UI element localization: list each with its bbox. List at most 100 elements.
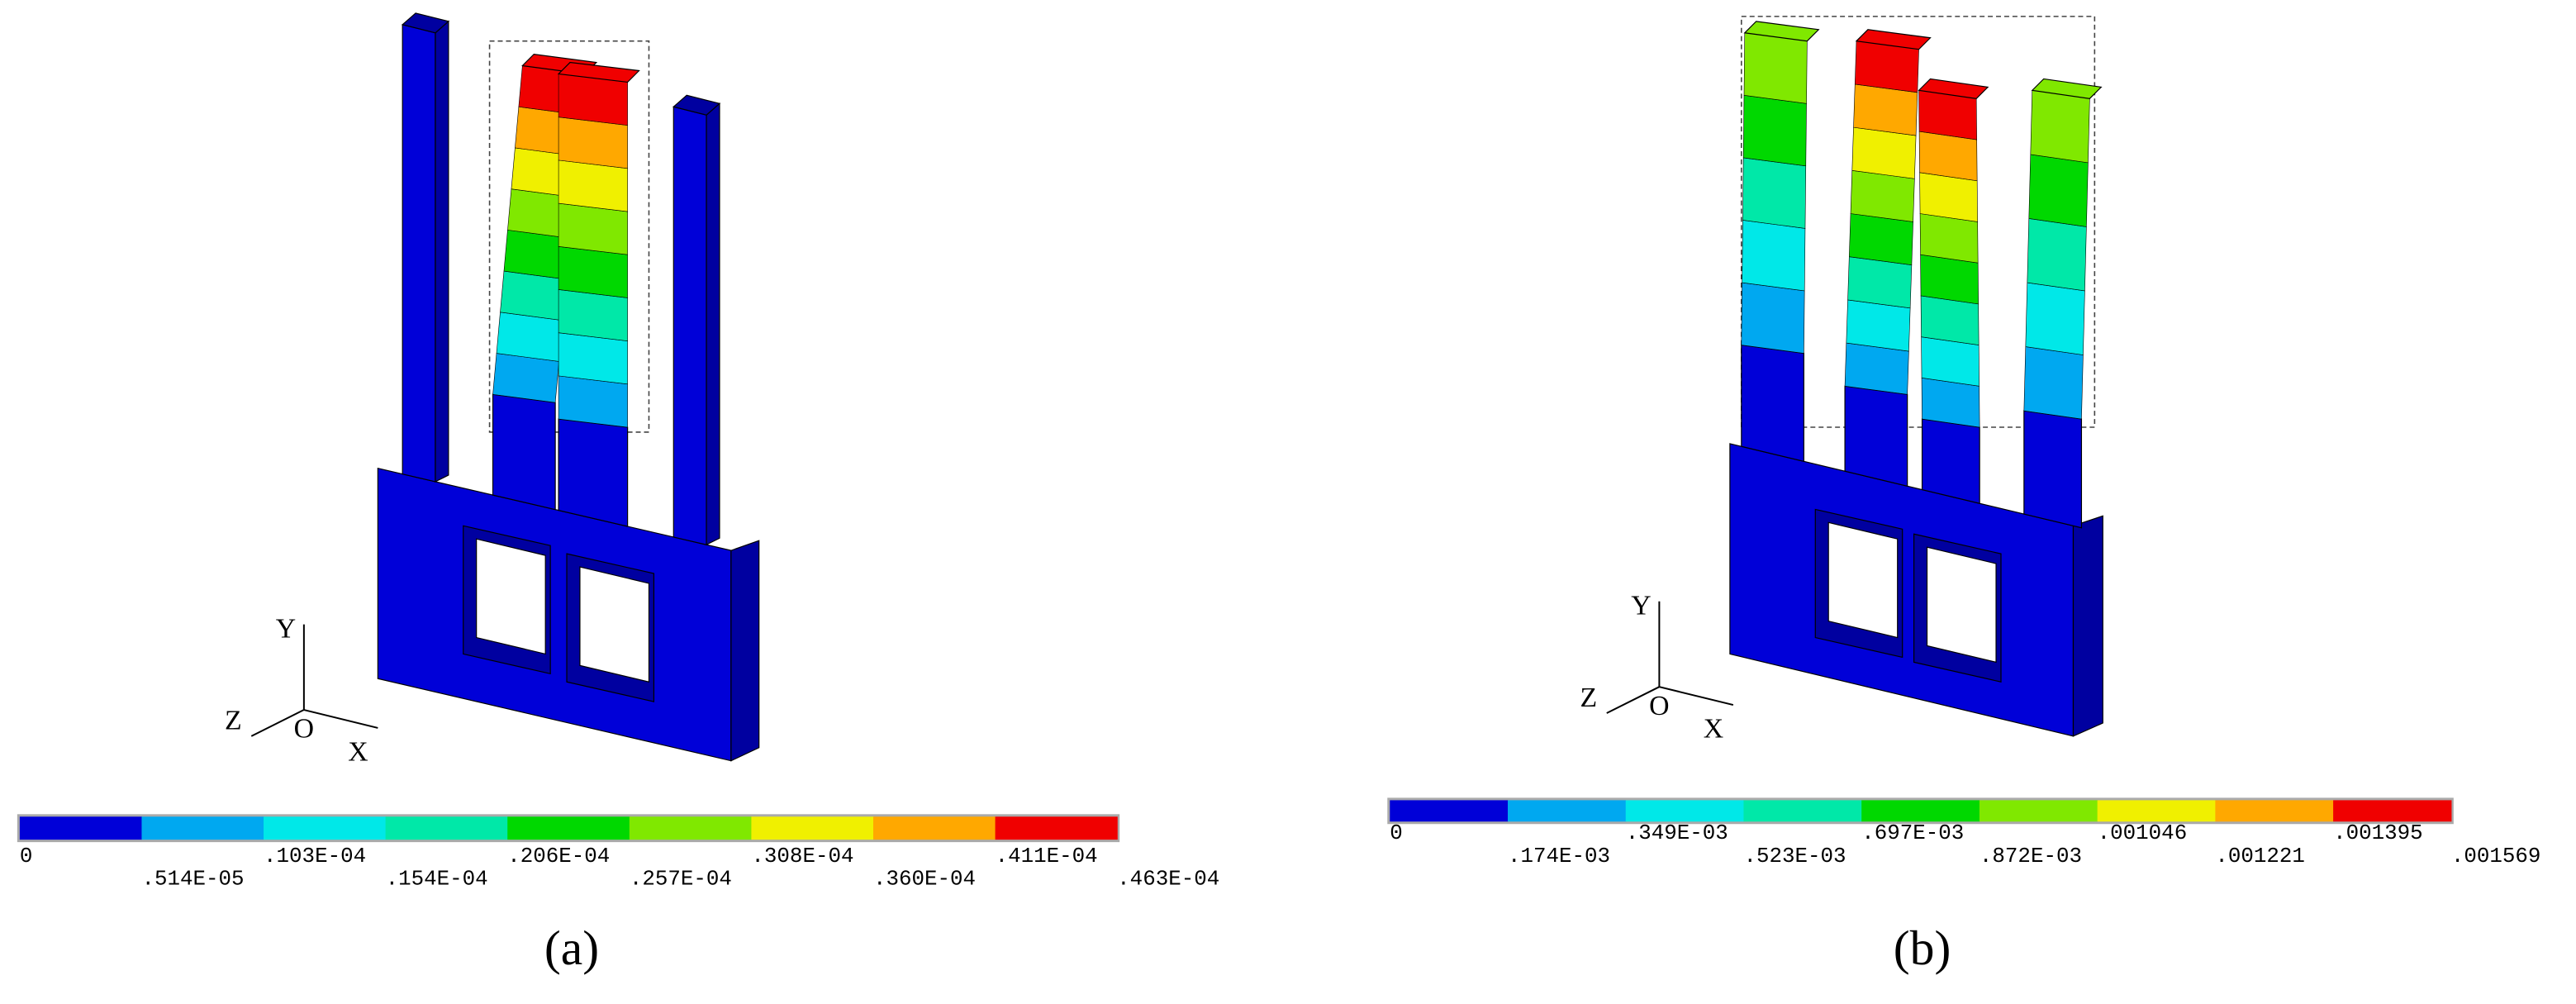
colorbar-label: .001569 <box>2451 844 2541 868</box>
colorbar-segment <box>1390 800 1509 822</box>
colorbar-segment <box>264 816 387 840</box>
beam-band <box>558 332 628 385</box>
beam-band <box>558 202 628 255</box>
beam-stem <box>1741 344 1804 463</box>
colorbar-segment <box>872 816 996 840</box>
colorbar-label: .308E-04 <box>751 844 853 868</box>
axis-arrow <box>250 709 305 737</box>
window-hole <box>1827 521 1899 639</box>
colorbar-segment <box>385 816 508 840</box>
beam-band <box>1919 172 1978 222</box>
beam-band <box>1844 342 1909 395</box>
colorbar-segment <box>629 816 753 840</box>
window-hole <box>579 566 650 683</box>
colorbar-segment <box>141 816 264 840</box>
panel-caption: (b) <box>1894 921 1951 975</box>
prong-side <box>706 102 720 546</box>
colorbar-segment <box>751 816 874 840</box>
colorbar-segment <box>2333 800 2452 822</box>
plate-side <box>730 540 760 762</box>
prong <box>402 24 436 483</box>
axis-label: X <box>348 736 368 767</box>
colorbar-label: .697E-03 <box>1861 821 1964 845</box>
beam-top <box>2031 78 2103 99</box>
colorbar-label: .349E-03 <box>1626 821 1728 845</box>
beam-top <box>1918 78 1989 99</box>
axis-label: Z <box>225 706 242 736</box>
beam-band <box>2028 154 2089 227</box>
axis-label: Z <box>1580 683 1598 713</box>
beam-top <box>1743 21 1820 42</box>
beam-band <box>1851 126 1917 179</box>
axis-arrow <box>1606 686 1660 714</box>
colorbar-segment <box>507 816 630 840</box>
beam-band <box>1742 157 1807 229</box>
prong-top <box>401 12 450 34</box>
beam-band <box>2030 90 2090 164</box>
beam-band <box>2023 346 2084 420</box>
colorbar-label: .001046 <box>2098 821 2188 845</box>
colorbar-label: .154E-04 <box>386 867 488 892</box>
axis-label: O <box>1649 691 1669 721</box>
beam-stem <box>1844 385 1908 488</box>
colorbar-segment <box>1625 800 1745 822</box>
colorbar-segment <box>19 816 143 840</box>
beam-band <box>492 353 559 403</box>
undeformed-outline <box>1741 16 2096 428</box>
beam-band <box>558 245 628 298</box>
beam-band <box>1743 32 1808 104</box>
beam-band <box>1742 94 1807 167</box>
window-hole <box>476 538 546 655</box>
colorbar-label: .206E-04 <box>507 844 610 868</box>
beam-band <box>1742 220 1806 292</box>
window-hole <box>1926 546 1997 664</box>
beam-band <box>1846 299 1911 352</box>
colorbar-segment <box>1743 800 1862 822</box>
figure-content: Y Z O X 0 .514E-05 .103E-04 .154E-04 .206E-04 .25… <box>17 12 2541 975</box>
beam-band <box>1920 295 1980 345</box>
colorbar-label: .001221 <box>2215 844 2305 868</box>
axis-arrow <box>1659 686 1734 707</box>
beam-band <box>558 117 628 169</box>
axis-arrow <box>303 709 378 729</box>
colorbar-label: .463E-04 <box>1117 867 1219 892</box>
colorbar-label: .360E-04 <box>873 867 976 892</box>
colorbar-segment <box>2215 800 2334 822</box>
colorbar-label: 0 <box>1390 821 1403 845</box>
colorbar-label: .257E-04 <box>630 867 732 892</box>
colorbar-segment <box>1861 800 1980 822</box>
beam-band <box>558 375 628 428</box>
beam-band <box>1918 131 1978 182</box>
beam-band <box>558 289 628 341</box>
prong-side <box>435 20 449 483</box>
beam-band <box>1850 169 1915 222</box>
beam-band <box>496 312 563 362</box>
plate-side <box>2072 515 2103 737</box>
colorbar-label: .514E-05 <box>141 867 244 892</box>
axis-label: O <box>294 714 314 745</box>
prong <box>673 106 707 545</box>
beam-band <box>2027 218 2087 292</box>
beam-band <box>500 270 567 321</box>
colorbar-label: .411E-04 <box>996 844 1098 868</box>
colorbar-segment <box>995 816 1118 840</box>
beam-band <box>1848 213 1913 265</box>
beam-band <box>1741 282 1805 354</box>
beam-stem <box>2023 410 2083 529</box>
colorbar-label: 0 <box>20 844 33 868</box>
beam-band <box>1921 378 1980 428</box>
beam-top <box>1855 29 1932 50</box>
beam-band <box>1853 83 1918 136</box>
beam-top <box>557 61 640 83</box>
colorbar-label: .103E-04 <box>264 844 366 868</box>
prong-top <box>673 94 721 116</box>
beam-band <box>558 74 628 126</box>
colorbar-label: .872E-03 <box>1980 844 2082 868</box>
beam-band <box>1847 256 1913 309</box>
colorbar-segment <box>1508 800 1627 822</box>
beam-band <box>1920 254 1979 305</box>
beam-band <box>1854 40 1919 93</box>
colorbar-label: .174E-03 <box>1508 844 1610 868</box>
beam-stem <box>492 393 556 511</box>
